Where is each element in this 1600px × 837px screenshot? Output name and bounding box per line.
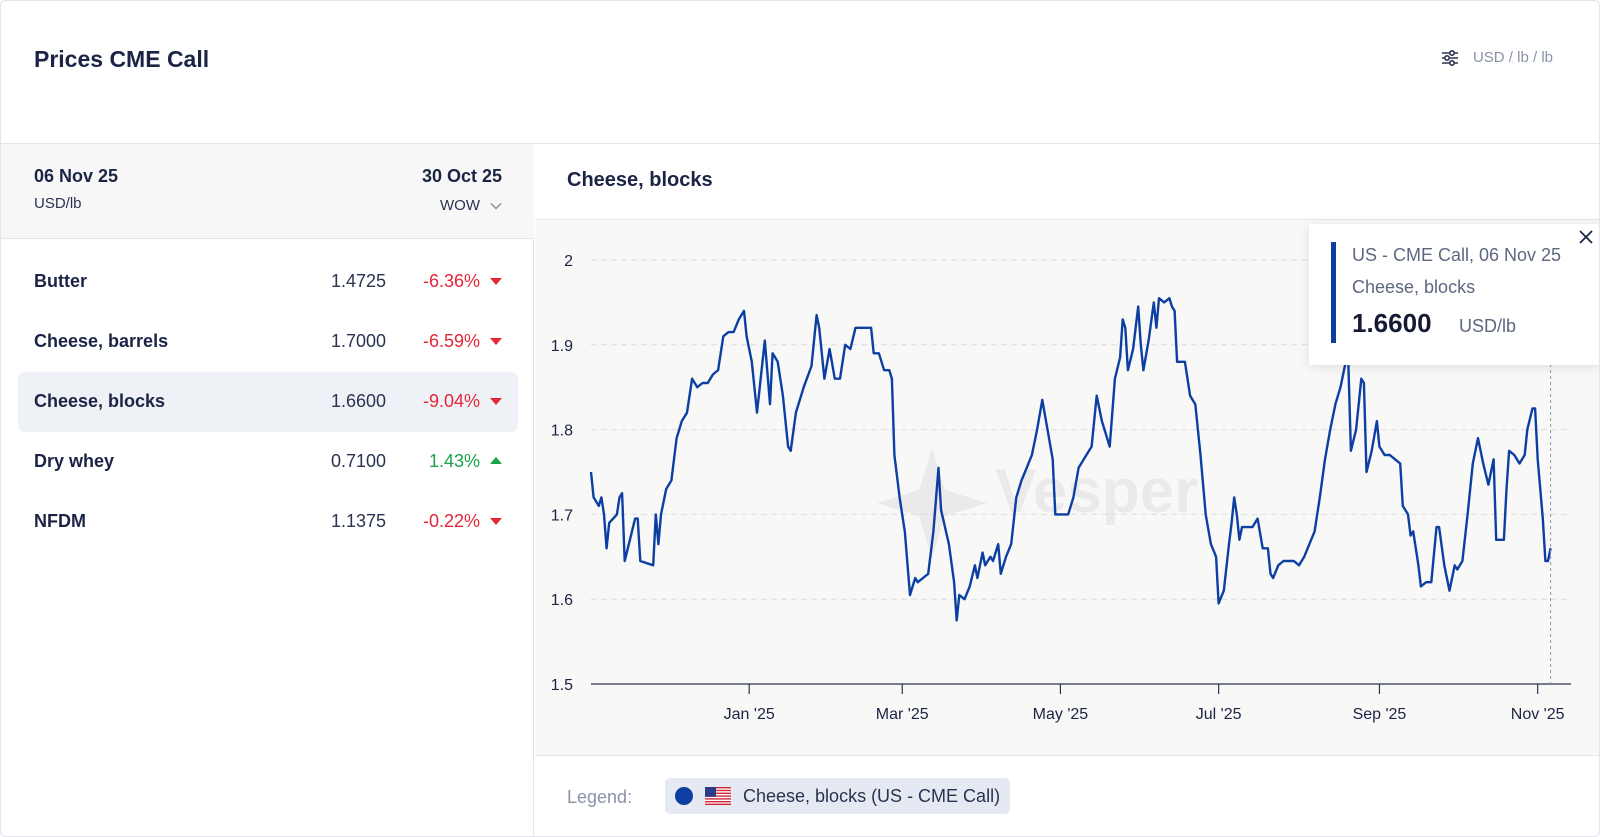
y-tick-label: 1.5 — [551, 677, 573, 694]
series-color-dot — [675, 787, 693, 805]
product-value: 1.7000 — [330, 331, 386, 351]
product-name: Cheese, barrels — [34, 331, 169, 351]
current-date: 06 Nov 25 — [34, 166, 119, 186]
product-row-cheese-blocks[interactable]: Cheese, blocks 1.6600 -9.04% — [18, 372, 518, 432]
chart-title: Cheese, blocks — [567, 169, 713, 191]
watermark-text: Vesper — [995, 457, 1198, 526]
product-change: -9.04% — [422, 391, 480, 411]
x-tick-label: Sep '25 — [1353, 706, 1407, 723]
legend-item-cheese-blocks[interactable]: Cheese, blocks (US - CME Call) — [665, 778, 1011, 814]
product-row-nfdm[interactable]: NFDM 1.1375 -0.22% — [18, 492, 518, 552]
legend-label: Legend: — [567, 787, 633, 807]
x-tick-label: Jul '25 — [1196, 706, 1242, 723]
legend: Legend: Cheese, blocks (US - CME Call) — [535, 756, 1599, 836]
product-change: 1.43% — [428, 451, 480, 471]
y-tick-label: 1.7 — [551, 507, 573, 524]
chart-tooltip: US - CME Call, 06 Nov 25 Cheese, blocks … — [1309, 224, 1599, 365]
tooltip-source-date: US - CME Call, 06 Nov 25 — [1352, 245, 1562, 265]
down-arrow-icon — [490, 398, 502, 405]
compare-date: 30 Oct 25 — [421, 166, 502, 186]
compare-mode-select[interactable]: WOW — [440, 197, 502, 214]
product-name: NFDM — [34, 511, 86, 531]
product-row-butter[interactable]: Butter 1.4725 -6.36% — [18, 252, 518, 312]
down-arrow-icon — [490, 338, 502, 345]
y-tick-label: 1.8 — [551, 423, 573, 440]
y-tick-label: 1.9 — [551, 338, 573, 355]
x-axis: Jan '25 Mar '25 May '25 Jul '25 Sep '25 Nov '… — [591, 683, 1571, 723]
product-name: Butter — [34, 271, 87, 291]
y-axis: 1.5 1.6 1.7 1.8 1.9 2 — [551, 253, 573, 694]
series-layer — [589, 297, 1552, 622]
product-value: 1.6600 — [330, 391, 386, 411]
page-title: Prices CME Call — [34, 46, 210, 72]
up-arrow-icon — [490, 457, 502, 464]
close-icon[interactable] — [1576, 227, 1596, 247]
unit-settings-button[interactable]: USD / lb / lb — [1441, 49, 1553, 66]
product-change: -6.36% — [422, 271, 480, 291]
product-list: Butter 1.4725 -6.36% Cheese, barrels 1.7… — [18, 252, 518, 552]
x-tick-label: May '25 — [1033, 706, 1089, 723]
x-tick-label: Jan '25 — [724, 706, 775, 723]
product-name: Dry whey — [34, 451, 115, 471]
product-row-dry-whey[interactable]: Dry whey 0.7100 1.43% — [18, 432, 518, 492]
product-value: 1.1375 — [330, 511, 386, 531]
product-change: -0.22% — [422, 511, 480, 531]
grid-lines — [591, 259, 1571, 600]
compare-mode-label: WOW — [440, 197, 480, 214]
tooltip-value: 1.6600 — [1352, 308, 1432, 338]
unit-label: USD / lb / lb — [1472, 49, 1553, 66]
plot-area[interactable]: Vesper 1.5 1.6 1.7 1.8 1.9 2 Jan '25 Mar '25 Ma… — [535, 220, 1600, 756]
product-name: Cheese, blocks — [34, 391, 166, 411]
watermark: Vesper — [877, 448, 1198, 558]
legend-entry-label: Cheese, blocks (US - CME Call) — [743, 785, 1001, 806]
x-tick-label: Nov '25 — [1511, 706, 1565, 723]
chart-header: Cheese, blocks — [535, 144, 1599, 220]
product-row-cheese-barrels[interactable]: Cheese, barrels 1.7000 -6.59% — [18, 312, 518, 372]
card-header: Prices CME Call USD / lb / lb — [1, 1, 1599, 144]
x-tick-label: Mar '25 — [876, 706, 929, 723]
tooltip-series-name: Cheese, blocks — [1352, 277, 1476, 297]
down-arrow-icon — [490, 518, 502, 525]
tooltip-series-bar — [1331, 242, 1336, 343]
current-unit: USD/lb — [34, 195, 82, 212]
tooltip-unit: USD/lb — [1459, 316, 1517, 336]
line-chart[interactable]: Vesper 1.5 1.6 1.7 1.8 1.9 2 Jan '25 Mar '25 Ma… — [535, 220, 1600, 756]
us-flag-icon — [705, 787, 731, 805]
product-value: 0.7100 — [330, 451, 386, 471]
down-arrow-icon — [490, 278, 502, 285]
product-change: -6.59% — [422, 331, 480, 351]
sliders-icon — [1441, 49, 1458, 66]
chevron-down-icon — [490, 202, 502, 210]
table-header: 06 Nov 25 USD/lb 30 Oct 25 WOW — [1, 144, 534, 239]
product-value: 1.4725 — [330, 271, 386, 291]
y-tick-label: 2 — [564, 253, 573, 270]
prices-table-panel: 06 Nov 25 USD/lb 30 Oct 25 WOW Butter 1.… — [1, 144, 534, 836]
chart-panel: Cheese, blocks Vesper 1.5 1.6 1.7 1.8 1.9 2 J… — [535, 144, 1600, 836]
y-tick-label: 1.6 — [551, 592, 573, 609]
series-line — [589, 297, 1552, 622]
